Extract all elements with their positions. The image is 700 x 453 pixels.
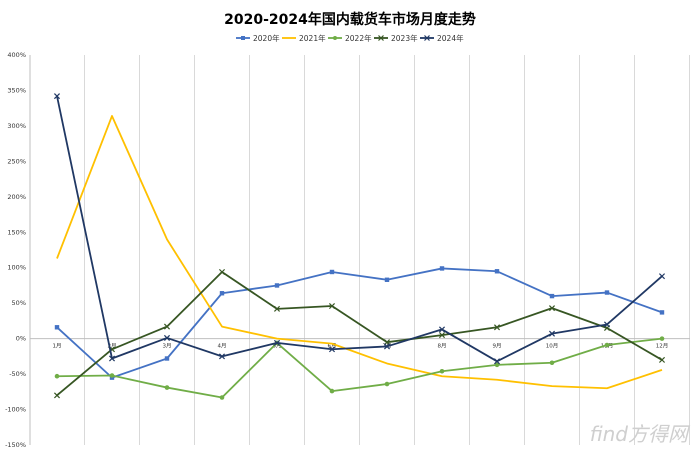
x-tick-label: 6月 — [328, 343, 337, 350]
y-tick-label: 100% — [7, 264, 26, 272]
data-point — [603, 321, 611, 328]
data-point — [604, 290, 610, 295]
x-tick-label: 9月 — [493, 343, 502, 350]
data-point — [274, 283, 280, 288]
legend: 2020年 2021年 2022年 2023年 2024年 — [236, 33, 464, 43]
data-point — [493, 358, 501, 365]
y-tick-label: 350% — [7, 86, 26, 94]
legend-label: 2021年 — [299, 33, 326, 43]
data-point — [219, 395, 225, 400]
data-point — [383, 343, 391, 350]
y-tick-label: -50% — [9, 370, 26, 378]
data-point — [218, 353, 226, 360]
legend-label: 2022年 — [345, 33, 372, 43]
data-point — [549, 293, 555, 299]
data-point — [329, 269, 335, 275]
y-tick-label: 0% — [16, 335, 26, 343]
series-line — [56, 267, 663, 379]
legend-item: 2021年 — [282, 33, 326, 43]
data-point — [109, 373, 115, 378]
data-point — [108, 355, 116, 362]
y-tick-label: 250% — [7, 157, 26, 165]
series-lines — [53, 93, 666, 400]
data-point — [438, 326, 446, 333]
x-tick-label: 12月 — [656, 343, 669, 350]
data-point — [548, 305, 556, 312]
y-tick-label: -100% — [5, 406, 26, 414]
legend-label: 2024年 — [437, 33, 464, 43]
data-point — [273, 339, 281, 346]
data-point — [53, 93, 61, 100]
series-2021年 — [56, 115, 663, 390]
data-point — [548, 330, 556, 337]
data-point — [53, 392, 61, 399]
data-point — [604, 342, 610, 348]
data-point — [658, 356, 666, 363]
data-point — [493, 324, 501, 331]
data-point — [494, 269, 500, 274]
series-line — [56, 337, 663, 399]
series-line — [56, 95, 663, 363]
data-point — [658, 273, 666, 280]
data-point — [273, 305, 281, 312]
legend-item: 2024年 — [420, 33, 464, 43]
data-point — [384, 381, 390, 387]
data-point — [549, 360, 555, 366]
y-tick-label: -150% — [5, 441, 26, 449]
x-tick-label: 3月 — [163, 343, 172, 350]
data-point — [219, 291, 225, 296]
y-tick-label: 400% — [7, 51, 26, 59]
x-tick-label: 8月 — [438, 343, 447, 350]
data-point — [659, 310, 665, 315]
data-point — [328, 346, 336, 353]
data-point — [439, 266, 445, 271]
data-point — [164, 385, 170, 390]
y-tick-label: 300% — [7, 122, 26, 130]
data-point — [384, 277, 390, 282]
y-tick-label: 150% — [7, 228, 26, 236]
legend-item: 2022年 — [328, 33, 372, 43]
watermark-logo: find方得网 — [589, 422, 688, 446]
x-tick-label: 4月 — [218, 343, 227, 350]
legend-item: 2023年 — [374, 33, 418, 43]
legend-item: 2020年 — [236, 33, 280, 43]
data-point — [54, 373, 60, 379]
chart-title: 2020-2024年国内载货车市场月度走势 — [224, 11, 476, 28]
data-point — [329, 388, 335, 394]
data-point — [54, 325, 60, 330]
y-tick-label: 50% — [12, 299, 26, 307]
data-point — [164, 356, 170, 361]
data-point — [494, 362, 500, 368]
x-tick-label: 2月 — [108, 343, 117, 350]
data-point — [438, 332, 446, 339]
data-point — [328, 302, 336, 310]
legend-label: 2020年 — [253, 33, 280, 43]
series-2024年 — [53, 93, 666, 365]
y-axis: 400% 350% 300% 250% 200% 150% 100% 50% 0% -50% -10… — [5, 51, 26, 449]
legend-label: 2023年 — [391, 33, 418, 43]
series-2023年 — [53, 268, 666, 399]
data-point — [163, 323, 171, 330]
series-line — [56, 115, 663, 390]
data-point — [163, 334, 171, 341]
data-point — [439, 368, 445, 374]
x-tick-label: 1月 — [53, 343, 62, 350]
y-tick-label: 200% — [7, 193, 26, 201]
grid — [29, 55, 690, 445]
x-tick-label: 10月 — [546, 343, 559, 350]
x-tick-label: 5月 — [273, 343, 282, 350]
data-point — [218, 268, 226, 276]
series-line — [56, 271, 663, 397]
data-point — [659, 336, 665, 341]
